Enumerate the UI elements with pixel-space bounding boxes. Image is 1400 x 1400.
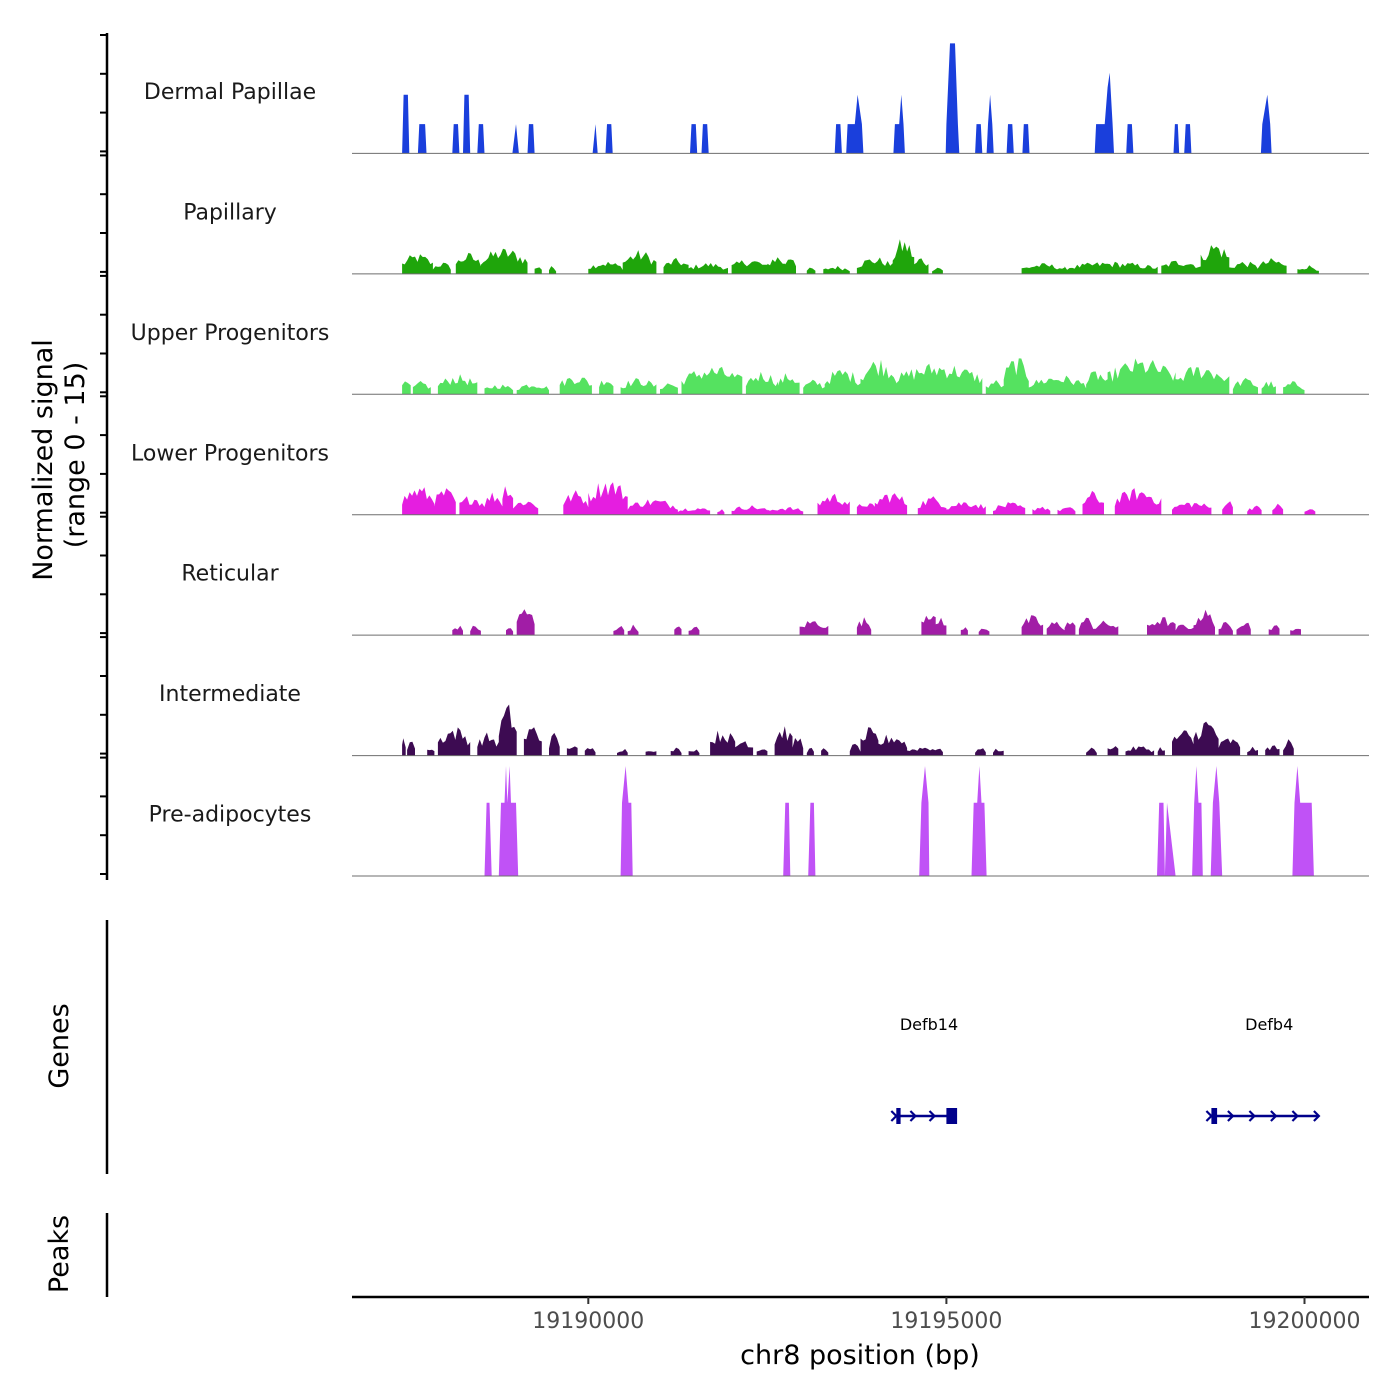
gene-strand-arrow (1248, 1110, 1256, 1122)
genes-panel-title: Genes (44, 1003, 75, 1088)
gene-track: Defb14 Defb4 (890, 1015, 1321, 1124)
gene-exon-defb14 (896, 1108, 901, 1124)
gene-exon-defb14 (946, 1108, 958, 1124)
gene-strand-arrow (1313, 1110, 1321, 1122)
track-label-dermal-papillae: Dermal Papillae (144, 80, 316, 105)
coverage-area-papillary (402, 239, 1319, 274)
x-tick-label: 19200000 (1249, 1309, 1361, 1334)
gene-label-defb14: Defb14 (900, 1015, 958, 1034)
x-axis: 19190000 19195000 19200000 (352, 1295, 1369, 1334)
x-tick-label: 19190000 (532, 1309, 644, 1334)
track-label-upper-progenitors: Upper Progenitors (131, 321, 330, 346)
gene-strand-arrow (1227, 1110, 1235, 1122)
track-label-reticular: Reticular (181, 562, 279, 587)
x-axis-title: chr8 position (bp) (740, 1340, 980, 1371)
coverage-area-pre-adipocytes (484, 766, 1314, 876)
coverage-area-upper-progenitors (402, 358, 1305, 395)
coverage-area-reticular (452, 609, 1301, 636)
coverage-area-lower-progenitors (402, 482, 1316, 515)
coverage-tracks (352, 43, 1369, 877)
coverage-area-intermediate (402, 704, 1294, 756)
track-label-pre-adipocytes: Pre-adipocytes (149, 803, 312, 828)
gene-strand-arrow (1270, 1110, 1278, 1122)
gene-strand-arrow (890, 1110, 898, 1122)
left-axes (100, 33, 109, 1297)
gene-label-defb4: Defb4 (1245, 1015, 1293, 1034)
y-axis-title-line1: Normalized signal (28, 339, 59, 581)
coverage-area-dermal-papillae (402, 43, 1272, 154)
gene-strand-arrow (928, 1110, 937, 1122)
gene-exon-defb4 (1211, 1108, 1218, 1124)
track-label-papillary: Papillary (183, 200, 277, 225)
track-labels: Dermal Papillae Papillary Upper Progenitor… (131, 80, 330, 828)
gene-strand-arrow (1291, 1110, 1299, 1122)
peaks-panel-title: Peaks (44, 1215, 75, 1293)
gene-strand-arrow (1205, 1110, 1213, 1122)
x-tick-label: 19195000 (890, 1309, 1002, 1334)
gene-strand-arrow (909, 1110, 917, 1122)
y-axis-title-line2: (range 0 - 15) (60, 362, 91, 549)
track-label-intermediate: Intermediate (159, 682, 301, 707)
track-label-lower-progenitors: Lower Progenitors (131, 441, 329, 466)
